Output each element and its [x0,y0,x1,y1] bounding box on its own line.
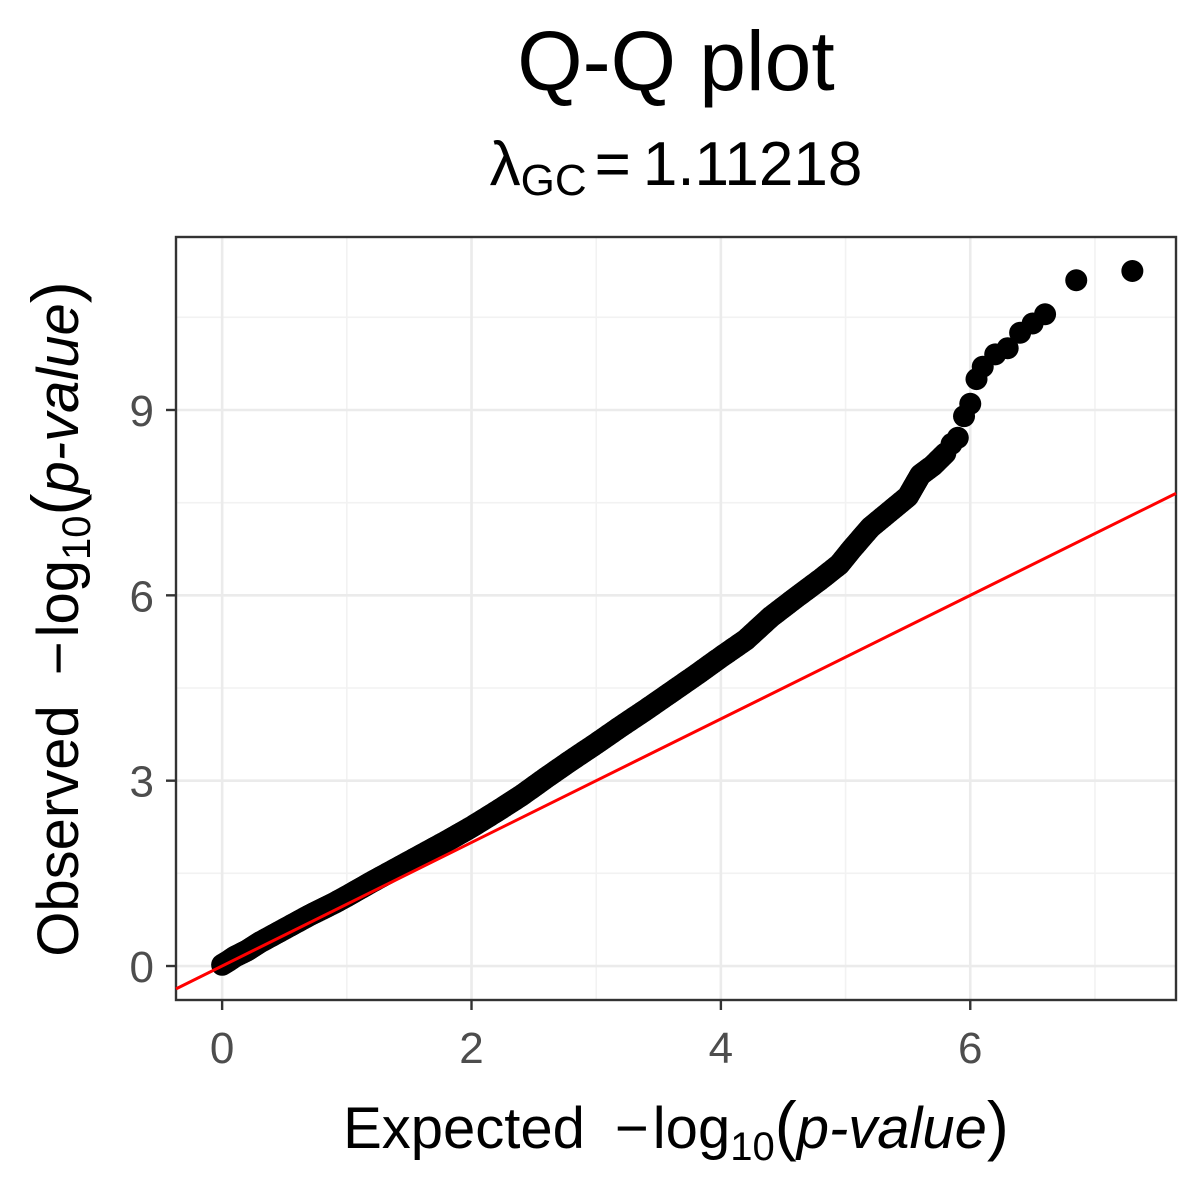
lambda-value: 1.11218 [643,130,863,199]
y-tick-label: 0 [130,943,154,992]
x-tick-label: 6 [958,1024,982,1073]
data-point [959,392,982,415]
panel-background [176,237,1176,1000]
x-tick-label: 2 [459,1024,483,1073]
y-tick-label: 9 [130,387,154,436]
reference-line [175,492,1177,991]
chart-subtitle: λGC = 1.11218 [490,130,863,205]
data-point [946,426,969,449]
data-point [996,337,1019,360]
x-tick-label: 0 [210,1024,234,1073]
chart-title: Q-Q plot [517,14,834,108]
data-points [211,259,1144,976]
panel-border [174,235,1178,1002]
lambda-subscript: GC [521,156,587,205]
reference-line-group [175,492,1177,991]
data-point [1065,269,1088,292]
data-point [1121,259,1144,282]
plot-panel [174,235,1178,1002]
x-tick-label: 4 [709,1024,733,1073]
y-tick-label: 3 [130,758,154,807]
lambda-symbol: λ [490,130,521,199]
y-tick-label: 6 [130,572,154,621]
y-axis-ticks: 0 3 6 9 [130,387,176,992]
x-axis-title: Expected −log10(p-value) [343,1088,1009,1169]
y-axis-title: Observed−log10(p-value) [18,281,99,956]
data-point [1034,303,1057,326]
x-axis-ticks: 0 2 4 6 [210,1000,983,1073]
equals-sign: = [595,130,631,199]
